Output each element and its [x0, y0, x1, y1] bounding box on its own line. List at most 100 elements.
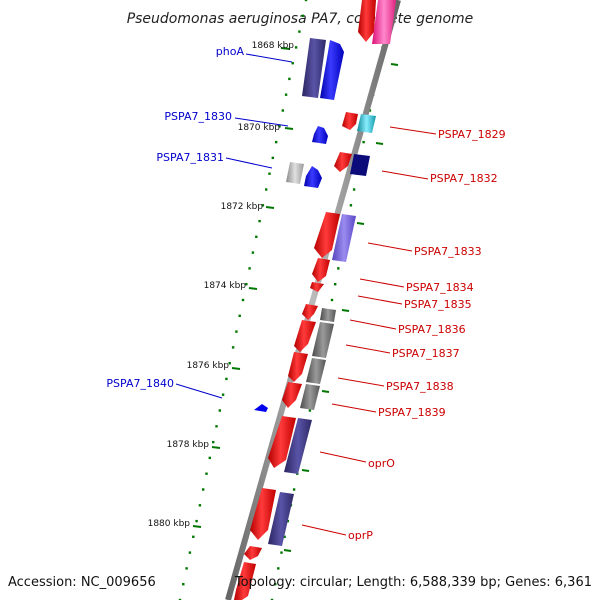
label-PSPA7_1837[interactable]: PSPA7_1837	[392, 347, 460, 360]
inner-track-dot	[202, 488, 205, 491]
outer-track-dot	[270, 598, 274, 600]
inner-track-dot	[208, 456, 211, 460]
label-PSPA7_1830[interactable]: PSPA7_1830	[164, 110, 232, 123]
inner-track-dot	[235, 330, 238, 333]
outer-track-dot	[330, 298, 334, 302]
inner-track-dot	[225, 377, 228, 381]
gene-red-1832[interactable]	[334, 152, 352, 172]
tick-1874	[248, 287, 258, 290]
label-PSPA7_1832[interactable]: PSPA7_1832	[430, 172, 498, 185]
outer-track-dot	[280, 551, 283, 554]
map-title: Pseudomonas aeruginosa PA7, complete gen…	[127, 11, 474, 27]
inner-track-dot	[215, 425, 218, 428]
outer-track-dot	[308, 409, 312, 412]
label-PSPA7_1838[interactable]: PSPA7_1838	[386, 380, 454, 393]
inner-track-dot	[198, 504, 202, 507]
gene-red-1839[interactable]	[282, 382, 302, 408]
inner-track-dot	[291, 62, 294, 65]
gene-blue-1830[interactable]	[312, 126, 328, 144]
inner-track-dot	[182, 583, 185, 586]
inner-track-dot	[304, 0, 308, 2]
gene-red-1834[interactable]	[312, 258, 330, 282]
inner-track-dot	[288, 77, 291, 81]
gene-red-lower-small[interactable]	[244, 546, 262, 560]
tick-1870	[284, 127, 294, 130]
inner-track-dot	[205, 472, 208, 475]
gene-gray-1838[interactable]	[306, 358, 326, 384]
gene-navy-phoA[interactable]	[302, 38, 326, 98]
label-PSPA7_1835[interactable]: PSPA7_1835	[404, 298, 472, 311]
left-gene-labels: phoA PSPA7_1830 PSPA7_1831 PSPA7_1840	[106, 45, 244, 390]
inner-track-dot	[178, 598, 182, 600]
right-leader-lines	[301, 126, 437, 536]
label-PSPA7_1833[interactable]: PSPA7_1833	[414, 245, 482, 258]
inner-track-dot	[218, 409, 221, 412]
outer-track-dot	[349, 204, 353, 207]
outer-track-dot	[283, 535, 286, 538]
gene-lightgray-1831[interactable]	[286, 162, 304, 184]
gene-red-1838[interactable]	[288, 352, 308, 382]
inner-track-dot	[248, 267, 251, 270]
outer-track-dot	[286, 519, 289, 523]
label-PSPA7_1839[interactable]: PSPA7_1839	[378, 406, 446, 419]
gene-red-oprO[interactable]	[268, 416, 296, 468]
gene-red-oprP[interactable]	[250, 488, 276, 540]
outer-track-dot	[337, 267, 340, 270]
gene-blue-phoA[interactable]	[320, 40, 344, 100]
gene-gray-1836[interactable]	[320, 308, 336, 322]
outer-track-dot	[292, 488, 296, 491]
gene-navy-oprO[interactable]	[284, 418, 312, 474]
inner-track-dot	[251, 251, 255, 254]
outer-track-dot	[277, 567, 280, 570]
label-PSPA7_1836[interactable]: PSPA7_1836	[398, 323, 466, 336]
gene-red-bottom[interactable]	[234, 562, 256, 600]
gene-navy-1832[interactable]	[350, 154, 370, 176]
gene-red-1836[interactable]	[302, 304, 318, 320]
inner-track-dot	[221, 393, 225, 396]
gene-navy-oprP[interactable]	[268, 492, 294, 546]
gene-gray-1839[interactable]	[300, 384, 320, 410]
gene-top-pink[interactable]	[372, 0, 396, 44]
inner-track-dot	[298, 30, 301, 33]
gene-blue-1840[interactable]	[254, 404, 268, 412]
inner-track-dot	[261, 204, 265, 207]
inner-track-dot	[258, 219, 261, 223]
gene-red-1833[interactable]	[314, 212, 340, 258]
outer-track-dot	[368, 109, 372, 112]
scale-ticks: 1868 kbp 1870 kbp 1872 kbp 1874 kbp 1876…	[148, 41, 295, 529]
inner-track-dot	[228, 362, 231, 365]
label-oprP[interactable]: oprP	[348, 529, 373, 542]
inner-track-dot	[241, 298, 245, 302]
label-PSPA7_1834[interactable]: PSPA7_1834	[406, 281, 474, 294]
label-oprO[interactable]: oprO	[368, 457, 395, 470]
inner-track-dot	[195, 519, 198, 523]
tick-label-1870: 1870 kbp	[238, 123, 281, 133]
gene-blue-1831[interactable]	[304, 166, 322, 188]
label-PSPA7_1831[interactable]: PSPA7_1831	[156, 151, 224, 164]
inner-track-dot	[284, 93, 288, 96]
outer-track-dot	[274, 583, 277, 586]
gene-cyan-1829[interactable]	[357, 114, 376, 133]
inner-track-dot	[301, 14, 304, 17]
tick-label-1876: 1876 kbp	[187, 361, 230, 371]
label-PSPA7_1829[interactable]: PSPA7_1829	[438, 128, 506, 141]
gene-red-1837[interactable]	[294, 320, 316, 352]
accession-text: Accession: NC_009656	[8, 575, 156, 590]
outer-track-dot	[352, 188, 356, 191]
tick-label-1880: 1880 kbp	[148, 519, 191, 529]
gene-purple-1833[interactable]	[332, 214, 356, 262]
tick-1868	[280, 47, 291, 50]
gene-red-1835[interactable]	[310, 282, 324, 292]
tick-1872	[265, 206, 275, 209]
inner-track-dot	[294, 46, 298, 49]
gene-red-1829[interactable]	[342, 112, 358, 130]
gene-top-red[interactable]	[358, 0, 376, 42]
gene-gray-1837[interactable]	[312, 322, 334, 358]
label-phoA[interactable]: phoA	[216, 45, 245, 58]
inner-track-dot	[281, 109, 284, 112]
tick-1880	[192, 525, 202, 528]
inner-track-dot	[212, 440, 215, 444]
label-PSPA7_1840[interactable]: PSPA7_1840	[106, 377, 174, 390]
